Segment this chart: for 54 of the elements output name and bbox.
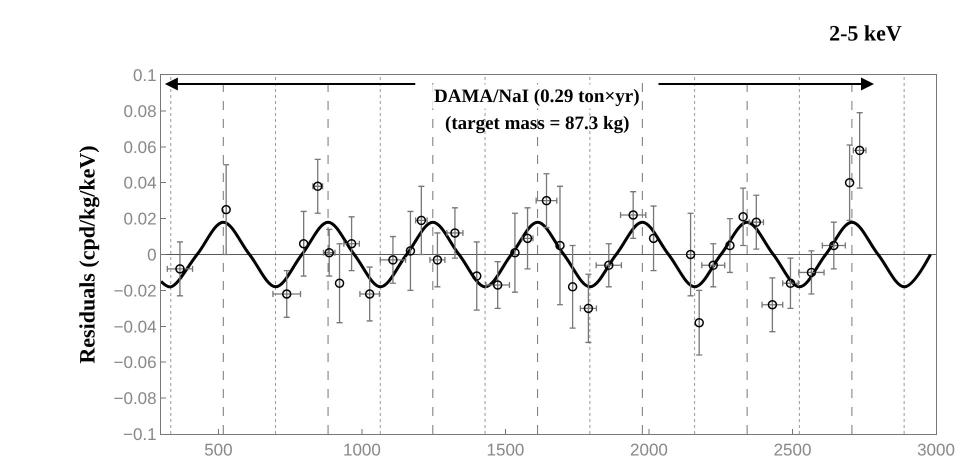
x-tick-label: 2000 <box>630 440 668 460</box>
point <box>388 255 398 265</box>
point <box>221 204 231 214</box>
point <box>298 238 308 248</box>
y-tick-label: 0.1 <box>132 66 157 85</box>
point <box>432 255 442 265</box>
point <box>584 304 594 314</box>
point <box>346 238 356 248</box>
point <box>450 228 460 238</box>
y-tick-label: −0.06 <box>114 353 157 372</box>
point <box>472 271 482 281</box>
x-tick-label: 1000 <box>343 440 381 460</box>
annotation: DAMA/NaI (0.29 ton×yr) <box>434 86 640 107</box>
x-tick-label: 3000 <box>917 440 955 460</box>
point <box>752 217 762 227</box>
point <box>492 280 502 290</box>
point <box>282 289 292 299</box>
y-tick-label: −0.04 <box>114 317 157 336</box>
point <box>844 178 854 188</box>
point <box>786 278 796 288</box>
point <box>725 240 735 250</box>
y-tick-label: 0 <box>147 245 157 264</box>
point <box>648 234 658 244</box>
point <box>854 146 864 156</box>
point <box>364 289 374 299</box>
y-tick-label: 0.08 <box>124 102 157 121</box>
y-tick-label: −0.1 <box>123 424 157 444</box>
point <box>604 260 614 270</box>
annotation: (target mass = 87.3 kg) <box>445 113 630 134</box>
y-tick-label: 0.06 <box>124 138 157 157</box>
point <box>628 210 638 220</box>
point <box>542 196 552 206</box>
y-tick-label: 0.02 <box>124 210 157 229</box>
y-tick-label: −0.02 <box>114 281 157 300</box>
x-tick-label: 2500 <box>774 440 812 460</box>
y-tick-label: 0.04 <box>124 174 157 193</box>
point <box>686 250 696 260</box>
x-tick-label: 500 <box>204 440 233 460</box>
point <box>568 282 578 292</box>
x-tick-label: 1500 <box>486 440 524 460</box>
point <box>406 246 416 256</box>
chart-title: 2-5 keV <box>829 20 902 46</box>
point <box>708 260 718 270</box>
point <box>334 278 344 288</box>
y-axis-title: Residuals (cpd/kg/keV) <box>74 145 100 364</box>
y-tick-label: −0.08 <box>114 389 157 408</box>
point <box>829 240 839 250</box>
point <box>738 212 748 222</box>
point <box>768 300 778 310</box>
point <box>694 318 704 328</box>
point <box>510 248 520 258</box>
point <box>555 240 565 250</box>
point <box>175 264 185 274</box>
point <box>806 268 816 278</box>
